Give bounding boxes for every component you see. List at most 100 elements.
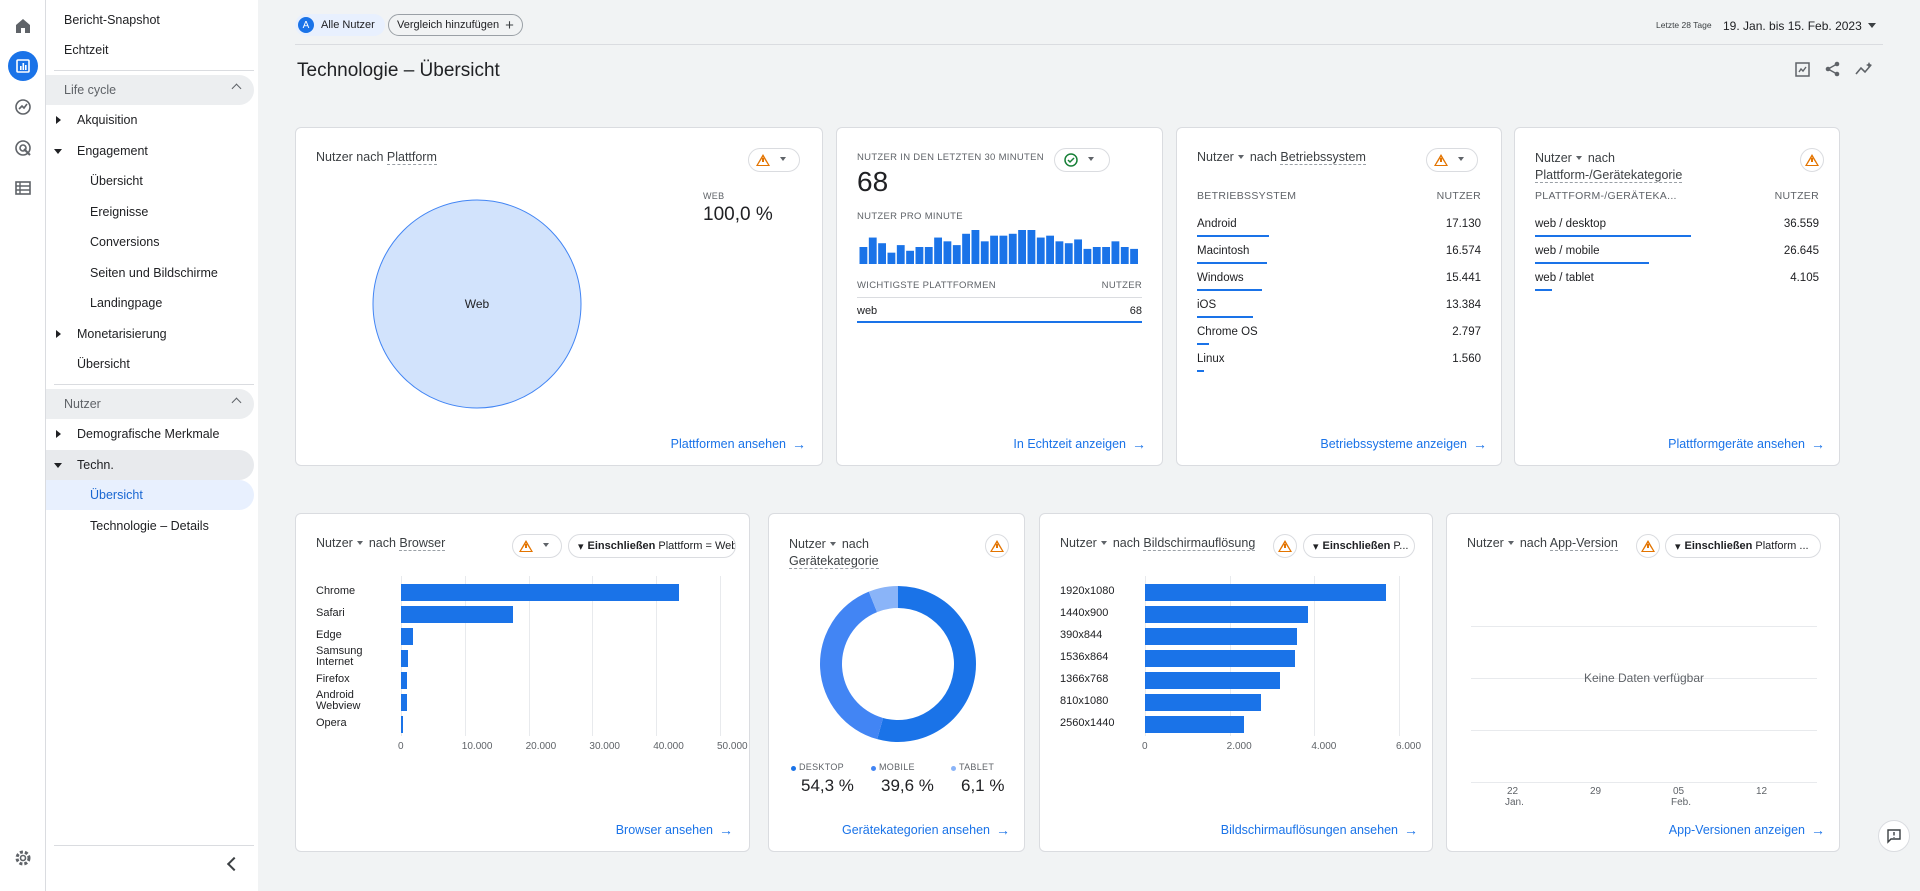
per-minute-bar[interactable] [980, 241, 989, 264]
view-app-versions-link[interactable]: App-Versionen anzeigen → [1669, 822, 1825, 838]
bar[interactable] [401, 672, 408, 689]
nav-engagement[interactable]: Engagement [46, 136, 254, 166]
per-minute-bar[interactable] [1046, 235, 1054, 264]
per-minute-bar[interactable] [1120, 247, 1129, 264]
metric-selector[interactable]: Nutzer [1535, 151, 1572, 165]
view-browsers-link[interactable]: Browser ansehen → [616, 822, 733, 838]
per-minute-bar[interactable] [896, 245, 905, 264]
bar[interactable] [1145, 606, 1308, 623]
nav-monetization[interactable]: Monetarisierung [46, 319, 254, 349]
filter-chip[interactable]: ▾ Einschließen Platform ... [1665, 534, 1821, 558]
filter-chip[interactable]: ▾ Einschließen P... [1303, 534, 1415, 558]
per-minute-bar[interactable] [934, 237, 942, 264]
per-minute-bar[interactable] [990, 235, 998, 264]
table-row-label[interactable]: Android [1197, 218, 1237, 230]
date-range-selector[interactable]: 19. Jan. bis 15. Feb. 2023 [1723, 19, 1882, 33]
bar[interactable] [1145, 584, 1387, 601]
section-users[interactable]: Nutzer [46, 389, 254, 419]
nav-pages-screens[interactable]: Seiten und Bildschirme [90, 266, 218, 280]
bar[interactable] [401, 694, 407, 711]
table-row-label[interactable]: Windows [1197, 272, 1244, 284]
nav-akquisition[interactable]: Akquisition [46, 105, 254, 135]
insights-icon[interactable] [1854, 60, 1874, 78]
settings-icon[interactable] [8, 843, 38, 873]
per-minute-bar[interactable] [971, 230, 980, 264]
metric-selector[interactable]: Nutzer [316, 536, 353, 550]
pie-slice-web[interactable] [372, 199, 582, 409]
per-minute-bar[interactable] [1130, 248, 1138, 264]
filter-chip[interactable]: ▾ Einschließen Plattform = Web [568, 534, 736, 558]
per-minute-bar[interactable] [999, 235, 1008, 264]
data-quality-warning[interactable] [1636, 534, 1660, 558]
card-title-dimension[interactable]: Plattform [386, 150, 437, 165]
per-minute-bar[interactable] [1036, 237, 1045, 264]
per-minute-bar[interactable] [962, 233, 970, 264]
bar[interactable] [1145, 650, 1296, 667]
per-minute-bar[interactable] [1092, 247, 1101, 264]
bar[interactable] [1145, 672, 1281, 689]
nav-tech-overview[interactable]: Übersicht [46, 480, 254, 510]
nav-lifecycle-overview[interactable]: Übersicht [77, 357, 130, 371]
advertising-icon[interactable] [8, 133, 38, 163]
bar[interactable] [401, 650, 409, 667]
nav-report-snapshot[interactable]: Bericht-Snapshot [64, 13, 160, 27]
data-quality-warning[interactable] [985, 534, 1009, 558]
metric-selector[interactable]: Nutzer [1060, 536, 1097, 550]
bar[interactable] [401, 716, 403, 733]
view-device-categories-link[interactable]: Gerätekategorien ansehen → [842, 822, 1010, 838]
view-platforms-link[interactable]: Plattformen ansehen → [671, 436, 806, 452]
data-quality-ok[interactable] [1054, 148, 1110, 172]
collapse-sidebar-icon[interactable] [226, 856, 242, 872]
per-minute-bar[interactable] [952, 245, 961, 264]
view-realtime-link[interactable]: In Echtzeit anzeigen → [1013, 436, 1146, 452]
table-row-label[interactable]: Macintosh [1197, 245, 1250, 257]
card-title-dimension[interactable]: Gerätekategorie [789, 554, 879, 569]
metric-selector[interactable]: Nutzer [1467, 536, 1504, 550]
per-minute-bar[interactable] [859, 247, 868, 264]
card-title-dimension[interactable]: Bildschirmauflösung [1143, 536, 1256, 551]
reports-icon[interactable] [8, 51, 38, 81]
view-os-link[interactable]: Betriebssysteme anzeigen → [1320, 436, 1487, 452]
card-title-dimension[interactable]: Browser [399, 536, 446, 551]
explore-icon[interactable] [8, 92, 38, 122]
donut-slice[interactable] [877, 586, 976, 742]
bar[interactable] [1145, 628, 1298, 645]
bar[interactable] [1145, 716, 1245, 733]
feedback-button[interactable] [1878, 820, 1910, 852]
bar[interactable] [401, 628, 414, 645]
nav-tech-details[interactable]: Technologie – Details [90, 519, 209, 533]
per-minute-bar[interactable] [878, 243, 886, 264]
per-minute-bar[interactable] [906, 250, 914, 264]
list-icon[interactable] [8, 173, 38, 203]
per-minute-bar[interactable] [1102, 247, 1110, 264]
table-row-label[interactable]: Linux [1197, 353, 1225, 365]
nav-tech[interactable]: Techn. [46, 450, 254, 480]
bar[interactable] [1145, 694, 1262, 711]
table-row-label[interactable]: iOS [1197, 299, 1217, 311]
view-resolutions-link[interactable]: Bildschirmauflösungen ansehen → [1221, 822, 1418, 838]
nav-landing-page[interactable]: Landingpage [90, 296, 163, 310]
card-title-dimension[interactable]: App-Version [1549, 536, 1618, 551]
data-quality-warning[interactable] [748, 148, 800, 172]
segment-chip[interactable]: A Alle Nutzer [295, 14, 385, 36]
card-title-dimension[interactable]: Betriebssystem [1280, 150, 1366, 165]
view-devices-link[interactable]: Plattformgeräte ansehen → [1668, 436, 1825, 452]
add-comparison-button[interactable]: Vergleich hinzufügen + [388, 14, 523, 36]
section-lifecycle[interactable]: Life cycle [46, 75, 254, 105]
metric-selector[interactable]: Nutzer [1197, 150, 1234, 164]
per-minute-bar[interactable] [1064, 243, 1073, 264]
data-quality-warning[interactable] [512, 534, 562, 558]
table-row-label[interactable]: Chrome OS [1197, 326, 1258, 338]
per-minute-bar[interactable] [868, 237, 877, 264]
nav-demographics[interactable]: Demografische Merkmale [46, 419, 254, 449]
per-minute-bar[interactable] [915, 247, 924, 264]
bar[interactable] [401, 584, 679, 601]
per-minute-bar[interactable] [887, 252, 896, 264]
metric-selector[interactable]: Nutzer [789, 537, 826, 551]
card-title-dimension[interactable]: Plattform-/Gerätekategorie [1535, 168, 1683, 183]
data-quality-warning[interactable] [1273, 534, 1297, 558]
nav-engagement-overview[interactable]: Übersicht [90, 174, 143, 188]
data-quality-warning[interactable] [1800, 148, 1824, 172]
share-icon[interactable] [1824, 60, 1842, 78]
per-minute-bar[interactable] [924, 247, 933, 264]
